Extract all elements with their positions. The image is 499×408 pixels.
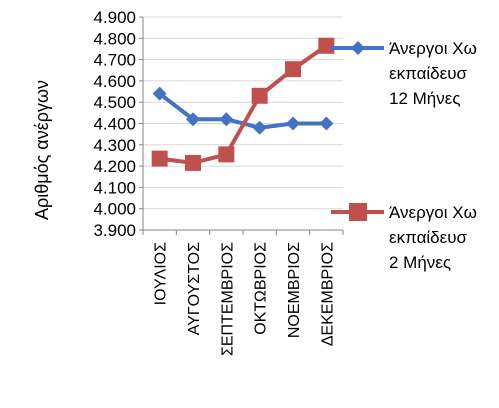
legend: Άνεργοι Χω εκπαίδευσ 12 Μήνες Άνεργοι Χω εκπ… <box>331 39 477 272</box>
y-tick-labels: 4.900 4.800 4.700 4.600 4.500 4.400 4.300 4.200… <box>93 8 136 240</box>
legend-swatch-marker <box>351 41 365 55</box>
data-point <box>219 112 234 127</box>
legend-label: 2 Μήνες <box>389 253 451 272</box>
y-tick-label: 4.400 <box>93 115 136 134</box>
legend-label: εκπαίδευσ <box>389 64 468 83</box>
data-point <box>252 120 267 135</box>
data-point <box>186 112 200 127</box>
y-tick-label: 4.100 <box>93 178 136 197</box>
legend-label: Άνεργοι Χω <box>389 203 477 222</box>
data-point <box>151 150 168 167</box>
data-point <box>285 61 301 78</box>
data-point <box>185 154 201 171</box>
data-point <box>318 37 335 54</box>
data-point <box>251 87 268 104</box>
data-point <box>319 116 334 131</box>
legend-label: εκπαίδευσ <box>389 228 468 247</box>
x-category-label: ΔΕΚΕΜΒΡΙΟΣ <box>319 242 336 346</box>
legend-swatch-marker <box>349 203 367 221</box>
y-tick-label: 4.700 <box>93 51 136 70</box>
x-category-label: ΟΚΤΩΒΡΙΟΣ <box>253 242 270 335</box>
y-tick-label: 4.500 <box>93 93 136 112</box>
data-point <box>152 86 167 101</box>
y-tick-label: 3.900 <box>93 221 136 240</box>
y-tick-label: 4.800 <box>93 29 136 48</box>
y-tick-label: 4.300 <box>93 136 136 155</box>
series-line <box>159 44 328 165</box>
y-axis-label: Αριθμός ανέργων <box>32 80 52 220</box>
legend-label: Άνεργοι Χω <box>389 39 477 58</box>
axes <box>139 16 344 235</box>
y-tick-label: 4.000 <box>93 200 136 219</box>
x-category-label: ΣΕΠΤΕΜΒΡΙΟΣ <box>219 242 236 356</box>
x-category-label: ΙΟΥΛΙΟΣ <box>153 242 170 305</box>
series-layer <box>151 37 335 171</box>
x-category-label: ΝΟΕΜΒΡΙΟΣ <box>286 242 303 338</box>
y-tick-label: 4.600 <box>93 72 136 91</box>
legend-label: 12 Μήνες <box>389 89 461 108</box>
x-category-label: ΑΥΓΟΥΣΤΟΣ <box>186 242 203 335</box>
data-point <box>286 116 300 131</box>
x-category-labels: ΙΟΥΛΙΟΣ ΑΥΓΟΥΣΤΟΣ ΣΕΠΤΕΜΒΡΙΟΣ ΟΚΤΩΒΡΙΟΣ ΝΟΕΜ… <box>153 242 337 356</box>
y-tick-label: 4.900 <box>93 8 136 27</box>
y-tick-label: 4.200 <box>93 157 136 176</box>
data-point <box>218 146 235 163</box>
